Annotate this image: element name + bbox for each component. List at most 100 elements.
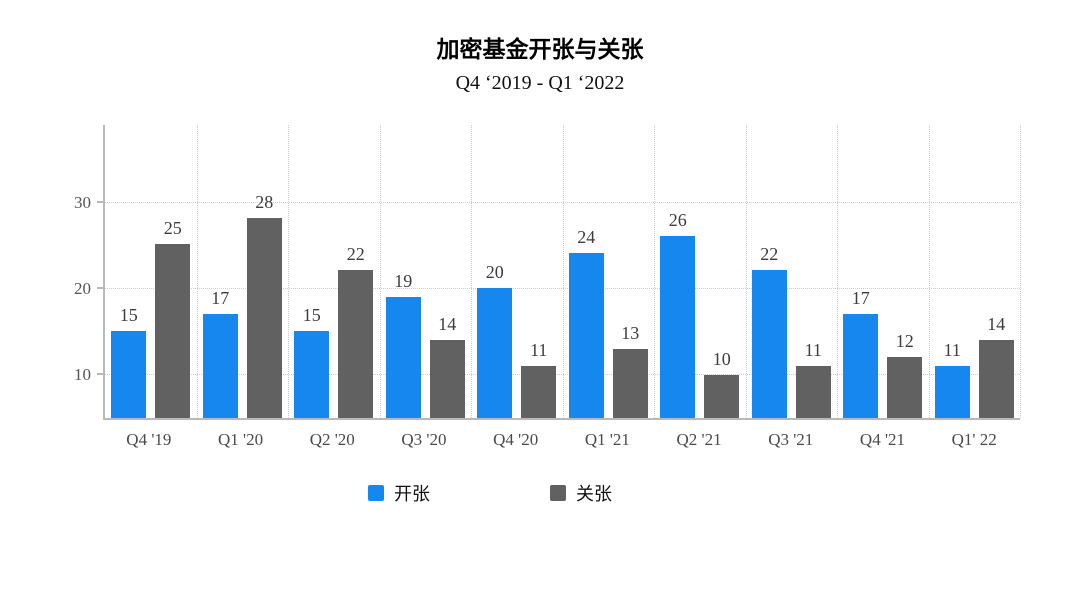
bar-group: 15 25 [105,125,197,418]
bar-group: 17 28 [197,125,289,418]
bar-slot: 28 [246,125,282,418]
bar-value-label: 25 [163,218,182,238]
bar-slot: 10 [704,125,740,418]
x-tick-label: Q1' 22 [951,430,997,449]
bar-value-label: 11 [943,340,961,360]
bar-opened [294,331,330,418]
v-gridline [379,125,381,418]
bar-group: 15 22 [288,125,380,418]
bar-closed [978,340,1014,418]
bar-value-label: 24 [577,227,596,247]
chart-subtitle: Q4 ‘2019 - Q1 ‘2022 [455,72,625,94]
v-gridline [288,125,289,418]
bar-value-label: 15 [302,305,321,325]
bar-closed [521,366,557,418]
x-tick-label: Q2 '21 [676,430,722,449]
bar-value-label: 19 [394,271,413,291]
v-gridline [471,125,472,418]
bar-slot: 11 [795,125,831,418]
v-gridline [928,125,930,418]
chart-page: 加密基金开张与关张 Q4 ‘2019 - Q1 ‘2022 10 20 30 15 25… [0,30,1080,506]
bar-closed [795,366,831,418]
bar-value-label: 14 [438,314,457,334]
bar-value-label: 15 [119,305,138,325]
x-tick-label: Q1 '21 [584,430,630,449]
bar-slot: 22 [751,125,787,418]
legend-item-opened: 开张 [368,480,430,506]
bar-opened [385,297,421,418]
bar-value-label: 20 [485,262,504,282]
bar-slot: 15 [294,125,330,418]
bar-value-label: 17 [211,288,230,308]
bar-slot: 11 [934,125,970,418]
y-tick-label: 10 [74,364,91,384]
bar-slot: 19 [385,125,421,418]
bar-opened [843,314,879,418]
bar-group: 26 10 [654,125,746,418]
bar-slot: 13 [612,125,648,418]
bar-slot: 26 [660,125,696,418]
bar-group: 22 11 [746,125,838,418]
v-gridline [837,125,838,418]
legend-swatch-opened [368,485,384,501]
bar-opened [934,366,970,418]
bar-slot: 14 [978,125,1014,418]
bar-closed [429,340,465,418]
bar-value-label: 14 [987,314,1006,334]
bar-group: 11 14 [929,125,1021,418]
bar-closed [155,244,191,418]
x-tick-label: Q3 '21 [768,430,814,449]
v-gridline [745,125,747,418]
x-tick-label: Q1 '20 [218,430,264,449]
bar-value-label: 17 [851,288,870,308]
bar-closed [246,218,282,418]
y-axis-tick [97,286,105,289]
bar-opened [202,314,238,418]
bar-slot: 25 [155,125,191,418]
x-tick-label: Q4 '20 [493,430,539,449]
bar-value-label: 22 [760,244,779,264]
bar-slot: 17 [202,125,238,418]
x-axis-labels: Q4 '19 Q1 '20 Q2 '20 Q3 '20 Q4 '20 Q1 '21 Q2 '… [103,430,1020,450]
bar-closed [704,375,740,418]
v-gridline [1020,125,1021,418]
bar-group: 20 11 [471,125,563,418]
plot-area: 10 20 30 15 25 17 28 15 22 19 14 20 11 24 13 26 10 22 11 17… [74,125,1021,420]
v-gridline [562,125,564,418]
x-tick-label: Q3 '20 [401,430,447,449]
bar-closed [612,349,648,418]
bar-value-label: 10 [712,349,731,369]
bar-closed [887,357,923,418]
bar-slot: 20 [477,125,513,418]
y-axis-tick [97,372,105,375]
bar-slot: 24 [568,125,604,418]
bar-value-label: 11 [530,340,548,360]
bar-opened [660,236,696,418]
bar-opened [568,253,604,418]
bar-group: 17 12 [837,125,929,418]
x-tick-label: Q2 '20 [309,430,355,449]
x-tick-label: Q4 '21 [859,430,906,449]
v-gridline [654,125,655,418]
bar-slot: 17 [843,125,879,418]
legend-swatch-closed [550,485,566,501]
y-axis-tick [97,200,105,203]
y-tick-label: 20 [74,278,91,298]
bar-opened [751,270,787,418]
bar-closed [338,270,374,418]
legend-item-closed: 关张 [550,480,612,506]
y-tick-label: 30 [74,192,91,212]
chart-title: 加密基金开张与关张 [436,36,644,62]
bar-slot: 11 [521,125,557,418]
bar-value-label: 22 [346,244,365,264]
legend-label-opened: 开张 [394,484,430,504]
bar-value-label: 11 [804,340,822,360]
bar-opened [111,331,147,418]
x-tick-label: Q4 '19 [126,430,172,449]
bar-group: 24 13 [563,125,655,418]
bar-value-label: 28 [255,192,274,212]
bar-slot: 22 [338,125,374,418]
legend: 开张 关张 [0,480,1030,506]
bar-slot: 12 [887,125,923,418]
bar-value-label: 13 [621,323,640,343]
